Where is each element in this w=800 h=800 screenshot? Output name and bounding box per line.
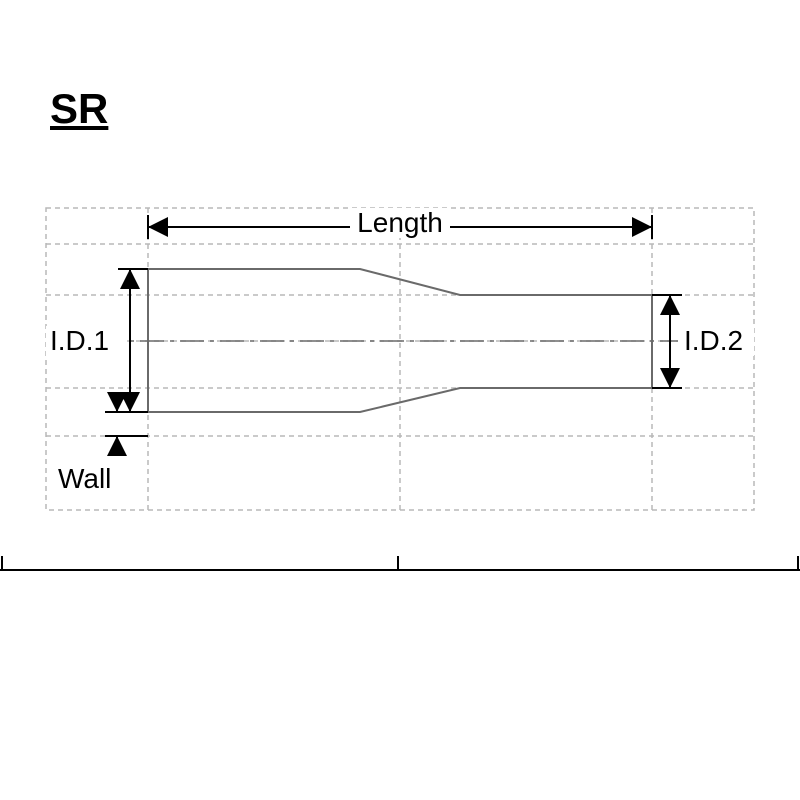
length-label: Length — [357, 207, 443, 238]
diagram-container: SR — [0, 0, 800, 800]
id2-label: I.D.2 — [684, 325, 743, 356]
wall-dimension — [105, 395, 148, 453]
technical-drawing-svg: Length I.D.1 I.D.2 Wall — [0, 0, 800, 800]
wall-label: Wall — [58, 463, 111, 494]
id1-label: I.D.1 — [50, 325, 109, 356]
grid — [46, 208, 754, 510]
bottom-rule — [0, 556, 800, 570]
